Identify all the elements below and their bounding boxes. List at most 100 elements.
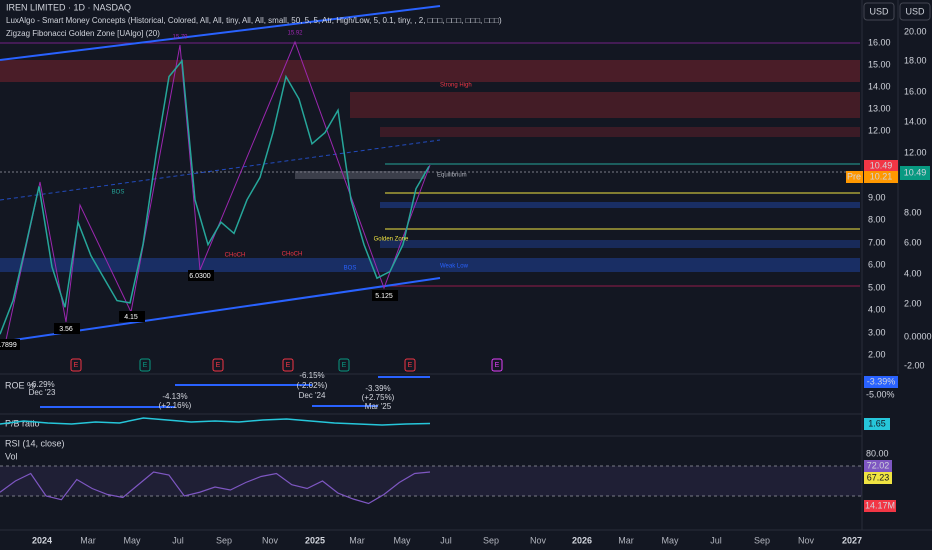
currency-button[interactable] <box>899 2 931 21</box>
outer-axis-label: 4.00 <box>904 268 922 278</box>
price-line <box>0 59 430 335</box>
supply-zone <box>0 60 860 82</box>
roe-label: Dec '24 <box>299 391 326 400</box>
earnings-label: E <box>342 362 347 369</box>
pivot-label-bg <box>372 290 398 301</box>
earnings-marker <box>70 358 82 372</box>
outer-axis-label: 8.00 <box>904 207 922 217</box>
price-axis-label: 5.00 <box>868 282 886 292</box>
roe-axis-label: -5.00% <box>866 389 895 399</box>
supply-zone <box>380 127 860 137</box>
outer-axis-label: 6.00 <box>904 237 922 247</box>
outer-axis-label: 20.00 <box>904 26 927 36</box>
chart-annotation: 15.79 <box>172 35 188 41</box>
pivot-label-bg <box>0 339 20 350</box>
rsi-tag <box>864 460 892 472</box>
roe-label: (+2.16%) <box>159 401 192 410</box>
price-axis-label: 9.00 <box>868 192 886 202</box>
rsi-title: RSI (14, close) <box>5 438 65 448</box>
roe-label: Dec '23 <box>29 388 56 397</box>
earnings-marker <box>212 358 224 372</box>
chart-annotation: BOS <box>112 190 125 196</box>
earnings-label: E <box>286 362 291 369</box>
earnings-marker <box>139 358 151 372</box>
outer-axis-label: 0.0000 <box>904 331 932 341</box>
time-axis-label: 2024 <box>32 535 52 545</box>
pivot-label-bg <box>188 270 214 281</box>
pb-line <box>0 417 431 426</box>
demand-zone <box>0 258 860 272</box>
roe-tag <box>864 376 898 388</box>
currency-button-label[interactable]: USD <box>869 6 889 16</box>
time-axis-label: May <box>393 535 411 545</box>
rsi-tag-value: 72.02 <box>867 460 890 470</box>
demand-zone <box>380 240 860 248</box>
rsi-axis-label: 80.00 <box>866 448 889 458</box>
time-axis-label: 2027 <box>842 535 862 545</box>
pivot-label-bg <box>119 311 145 322</box>
pb-tag-value: 1.65 <box>868 418 886 428</box>
price-axis-label: 16.00 <box>868 37 891 47</box>
chart-annotation: 6.0300 <box>189 273 211 280</box>
time-axis-label: May <box>661 535 679 545</box>
currency-button[interactable] <box>863 2 895 21</box>
chart-annotation: 3.56 <box>59 326 73 333</box>
earnings-label: E <box>74 362 79 369</box>
time-axis-label: Sep <box>483 535 499 545</box>
chart-annotation: Equilibrium <box>437 173 467 179</box>
currency-button-label[interactable]: USD <box>905 6 925 16</box>
outer-last-tag <box>900 166 930 180</box>
premarket-tag <box>846 171 863 183</box>
time-axis-label: Mar <box>349 535 365 545</box>
pb-tag <box>864 418 890 430</box>
last-price: 10.49 <box>870 160 893 170</box>
indicator-label: Zigzag Fibonacci Golden Zone [UAlgo] (20… <box>6 29 160 38</box>
roe-label: (-2.02%) <box>297 381 328 390</box>
premarket-price-tag <box>864 171 898 183</box>
pb-title: P/B ratio <box>5 418 40 428</box>
chart-annotation: CHoCH <box>225 253 246 259</box>
chart-annotation: Strong High <box>440 83 472 89</box>
chart-annotation: 2.7899 <box>0 342 17 349</box>
equilibrium-zone <box>295 171 425 179</box>
time-axis-label: Nov <box>530 535 547 545</box>
demand-zone <box>380 202 860 208</box>
chart-annotation: Golden Zone <box>374 237 409 243</box>
chart-annotation: 15.92 <box>287 31 303 37</box>
outer-axis-label: 18.00 <box>904 55 927 65</box>
price-axis-label: 13.00 <box>868 103 891 113</box>
ma-tag <box>864 472 892 484</box>
outer-axis-label: 16.00 <box>904 86 927 96</box>
indicator-label: LuxAlgo - Smart Money Concepts (Historic… <box>6 16 502 25</box>
roe-label: (+2.75%) <box>362 393 395 402</box>
time-axis-label: Nov <box>798 535 815 545</box>
price-axis-label: 6.00 <box>868 259 886 269</box>
premarket-price: 10.21 <box>870 171 893 181</box>
price-axis-label: 7.00 <box>868 237 886 247</box>
last-price-tag <box>864 160 898 172</box>
zigzag <box>5 40 431 341</box>
chart-annotation: 4.15 <box>124 314 138 321</box>
ma-tag-value: 67.23 <box>867 472 890 482</box>
channel-top <box>0 5 441 61</box>
roe-title: ROE % <box>5 380 35 390</box>
chart-annotation: CHoCH <box>282 252 303 258</box>
time-axis-label: Mar <box>618 535 634 545</box>
time-axis-label: Sep <box>754 535 770 545</box>
time-axis-label: 2025 <box>305 535 325 545</box>
price-axis-label: 2.00 <box>868 349 886 359</box>
roe-label: -6.29% <box>29 380 54 389</box>
time-axis-label: Jul <box>710 535 722 545</box>
supply-zone <box>350 92 860 118</box>
earnings-marker <box>491 358 503 372</box>
roe-label: -3.39% <box>365 384 390 393</box>
chart-annotation: 5.125 <box>375 293 393 300</box>
roe-tag-value: -3.39% <box>867 376 896 386</box>
outer-axis-label: 12.00 <box>904 147 927 157</box>
time-axis-label: Nov <box>262 535 279 545</box>
vol-tag <box>864 500 896 512</box>
time-axis-label: Sep <box>216 535 232 545</box>
rsi-line <box>0 471 431 505</box>
